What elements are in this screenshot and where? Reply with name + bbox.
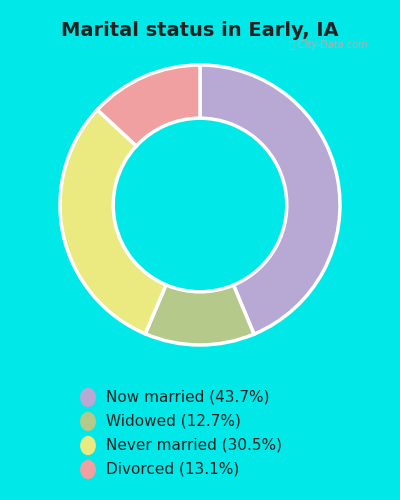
Text: Never married (30.5%): Never married (30.5%)	[106, 438, 282, 453]
Text: ⓘ City-Data.com: ⓘ City-Data.com	[289, 40, 368, 50]
Text: Widowed (12.7%): Widowed (12.7%)	[106, 414, 241, 429]
Text: Marital status in Early, IA: Marital status in Early, IA	[61, 21, 339, 40]
Wedge shape	[200, 65, 340, 334]
Wedge shape	[97, 65, 200, 146]
Text: Divorced (13.1%): Divorced (13.1%)	[106, 462, 239, 477]
Wedge shape	[60, 110, 166, 334]
Text: Now married (43.7%): Now married (43.7%)	[106, 390, 270, 405]
Wedge shape	[145, 285, 254, 345]
